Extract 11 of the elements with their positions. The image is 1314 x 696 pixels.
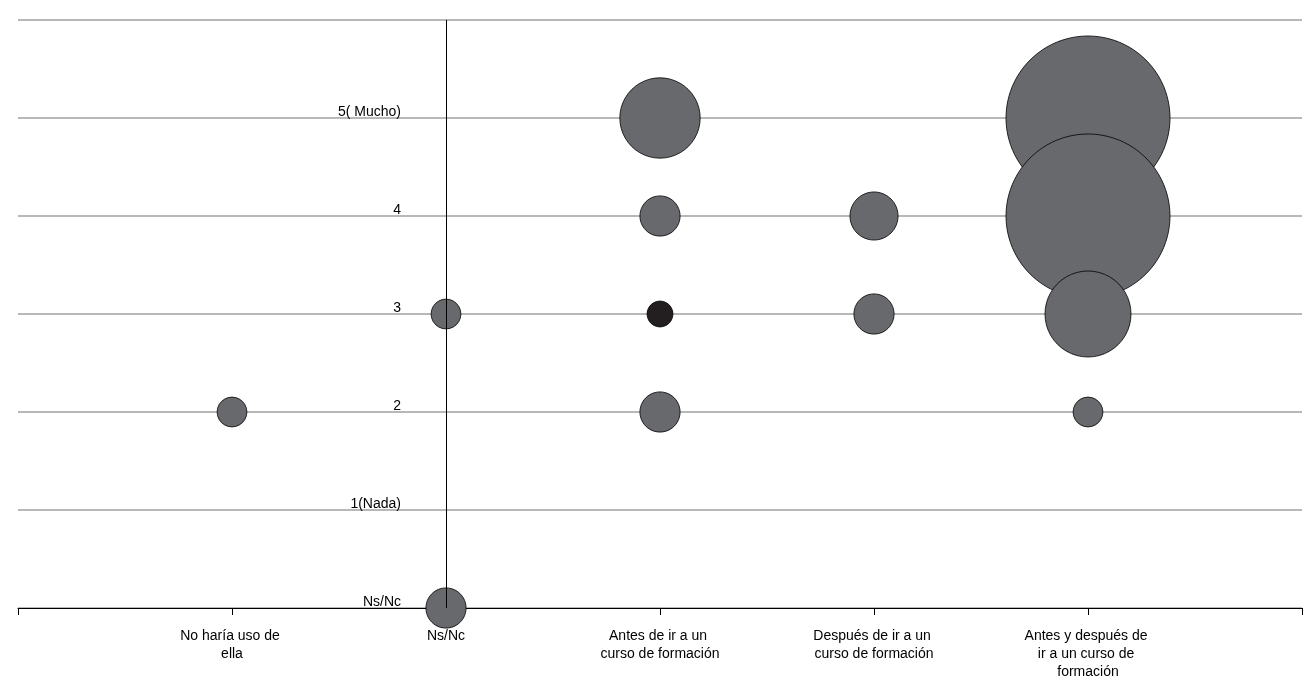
x-tick-label: Ns/Nc: [426, 627, 466, 643]
y-tick-label: Ns/Nc: [362, 593, 401, 609]
y-tick-label: 5( Mucho): [337, 103, 401, 119]
x-tick-label: Antes de ir a un curso de formación: [600, 627, 720, 661]
x-tick-label: Después de ir a un curso de formación: [813, 627, 935, 661]
y-tick-label: 2: [393, 397, 402, 413]
x-tick-label: No haría uso de ella: [180, 627, 284, 661]
y-tick-label: 1(Nada): [350, 495, 401, 511]
y-tick-label: 3: [393, 299, 402, 315]
x-tick-label: Antes y después de ir a un curso de formación: [1024, 627, 1152, 679]
y-tick-label: 4: [393, 201, 402, 217]
